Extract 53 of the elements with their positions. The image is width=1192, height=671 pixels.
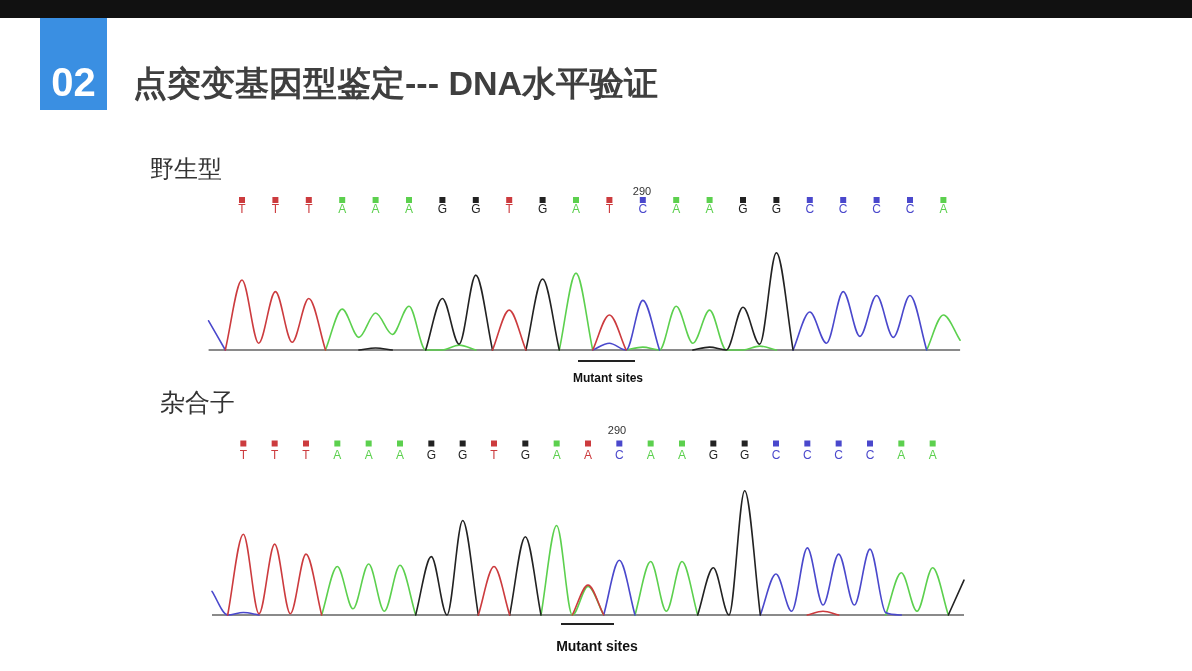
x-tick-label: A xyxy=(571,202,581,216)
x-tick-label: A xyxy=(404,202,414,216)
x-tick-label: A xyxy=(552,448,561,462)
x-tick-label: T xyxy=(490,448,499,462)
x-tick-label: C xyxy=(803,448,812,462)
x-tick-label: T xyxy=(271,202,280,216)
x-tick-label: T xyxy=(270,448,279,462)
text: 290 xyxy=(607,424,627,436)
chart-title: 野生型 xyxy=(150,155,222,182)
x-tick-label: C xyxy=(834,448,844,462)
x-tick-label: T xyxy=(305,202,314,216)
x-tick-label: C xyxy=(615,448,624,462)
x-tick-label: G xyxy=(771,202,782,216)
x-tick-label: C xyxy=(838,202,848,216)
text: 02 xyxy=(51,60,96,104)
x-tick-label: G xyxy=(520,448,531,462)
x-tick-label: A xyxy=(705,202,714,216)
x-tick-label: G xyxy=(738,202,748,216)
x-tick-label: A xyxy=(677,448,687,462)
x-tick-label: A xyxy=(338,202,347,216)
x-tick-label: T xyxy=(238,202,247,216)
x-tick-label: G xyxy=(739,448,750,462)
text: Mutant sites xyxy=(572,371,644,385)
x-tick-label: A xyxy=(928,448,937,462)
x-tick-label: C xyxy=(865,448,875,462)
x-tick-label: C xyxy=(805,202,815,216)
x-tick-label: A xyxy=(672,202,681,216)
x-tick-label: C xyxy=(872,202,882,216)
x-tick-label: C xyxy=(771,448,781,462)
x-tick-label: A xyxy=(897,448,906,462)
x-tick-label: G xyxy=(457,448,468,462)
x-tick-label: A xyxy=(333,448,342,462)
text: 点突变基因型鉴定--- DNA水平验证 xyxy=(133,64,659,102)
text: 290 xyxy=(632,185,652,197)
chart-title: 杂合子 xyxy=(160,388,235,416)
x-tick-label: G xyxy=(437,202,448,216)
x-tick-label: T xyxy=(605,202,614,216)
text: Mutant sites xyxy=(556,638,639,654)
x-tick-label: C xyxy=(638,202,648,216)
x-tick-label: A xyxy=(371,202,380,216)
x-tick-label: A xyxy=(583,448,593,462)
x-tick-label: G xyxy=(708,448,719,462)
x-tick-label: A xyxy=(939,202,948,216)
x-tick-label: A xyxy=(364,448,373,462)
x-tick-label: A xyxy=(646,448,655,462)
x-tick-label: A xyxy=(395,448,405,462)
x-tick-label: G xyxy=(426,448,437,462)
x-tick-label: T xyxy=(505,202,514,216)
x-tick-label: C xyxy=(905,202,915,216)
x-tick-label: G xyxy=(537,202,548,216)
x-tick-label: T xyxy=(239,448,248,462)
x-tick-label: T xyxy=(302,448,311,462)
x-tick-label: G xyxy=(471,202,481,216)
